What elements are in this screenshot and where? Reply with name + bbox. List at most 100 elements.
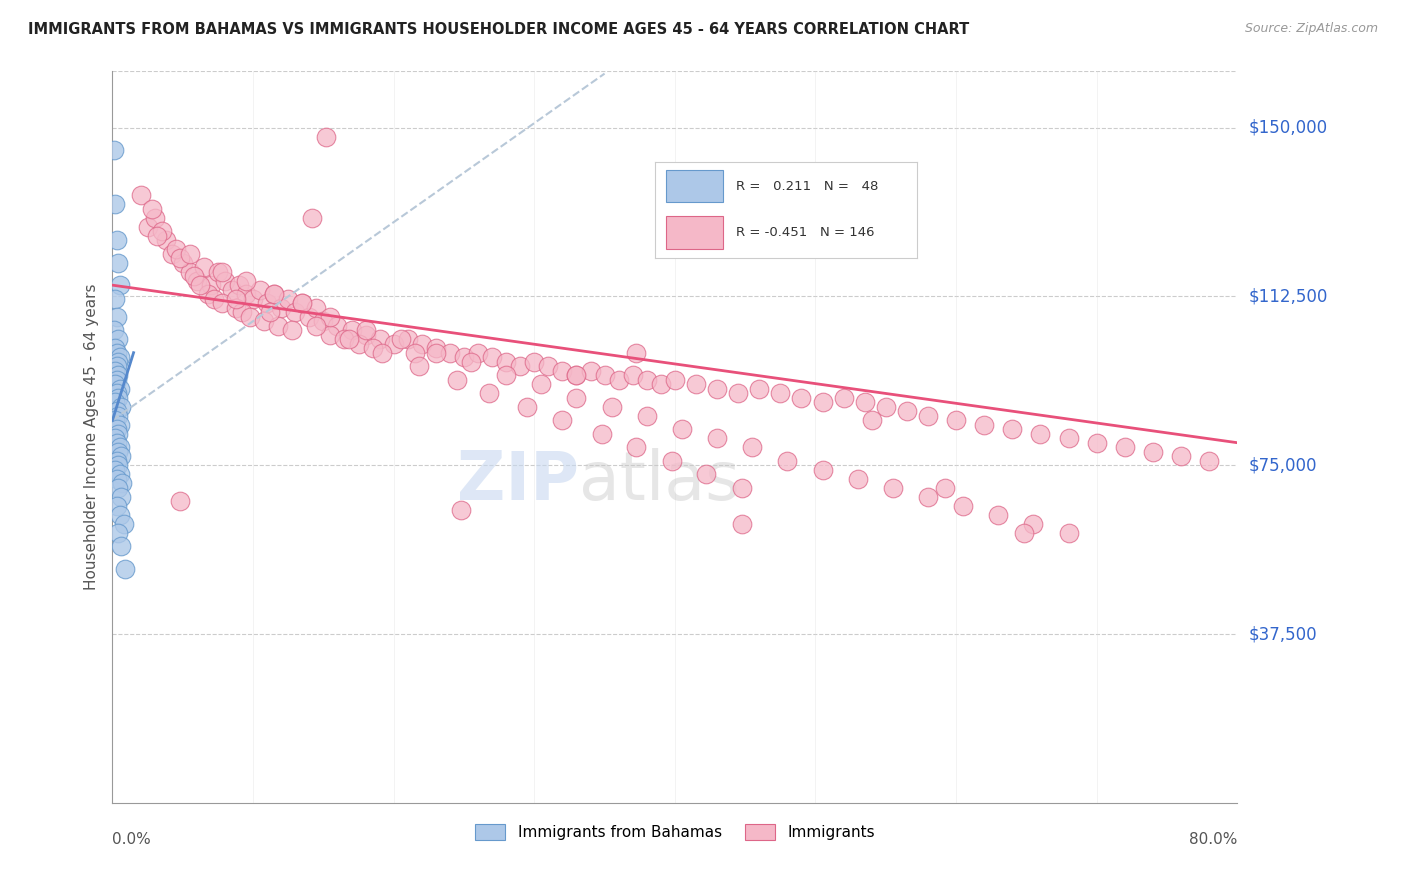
Point (1057, 525, 1080, 540)
Point (305, 301, 328, 315)
Text: ZIP: ZIP (457, 448, 579, 514)
Point (211, 296, 233, 310)
Point (312, 314, 335, 328)
Text: Source: ZipAtlas.com: Source: ZipAtlas.com (1244, 22, 1378, 36)
Point (186, 274, 208, 288)
Point (179, 246, 201, 260)
Point (1170, 449, 1192, 463)
Bar (665, 169, 723, 202)
Point (104, 413, 127, 427)
Point (832, 391, 855, 405)
Point (1029, 426, 1052, 441)
Point (108, 417, 131, 432)
Point (105, 359, 128, 374)
Point (107, 391, 129, 405)
Point (110, 490, 132, 504)
Point (291, 296, 314, 310)
Point (664, 373, 686, 387)
Point (860, 413, 883, 427)
Point (270, 301, 292, 315)
Point (516, 400, 538, 414)
Point (211, 265, 233, 279)
Point (952, 499, 974, 513)
Point (523, 354, 546, 368)
Point (110, 449, 132, 463)
Point (661, 453, 683, 467)
Point (169, 494, 191, 508)
Point (481, 350, 503, 364)
Point (361, 341, 384, 355)
Point (104, 341, 127, 355)
Point (537, 359, 560, 374)
Point (333, 332, 356, 346)
Point (446, 373, 468, 387)
Point (551, 364, 574, 378)
Point (382, 336, 405, 351)
Point (337, 332, 360, 346)
Point (105, 233, 128, 247)
Point (200, 278, 222, 293)
Point (1057, 431, 1080, 445)
Bar (665, 216, 723, 249)
Point (591, 426, 613, 441)
Point (281, 323, 304, 337)
Point (235, 287, 257, 301)
Point (104, 463, 127, 477)
Point (731, 516, 754, 531)
Point (621, 368, 644, 383)
Point (917, 409, 939, 423)
Point (565, 368, 588, 383)
Point (425, 341, 447, 355)
Point (104, 395, 127, 409)
Point (467, 345, 489, 359)
Point (214, 274, 236, 288)
Text: atlas: atlas (579, 448, 740, 514)
Point (107, 444, 129, 458)
Point (105, 404, 128, 418)
Point (107, 481, 129, 495)
Point (404, 345, 426, 359)
Point (107, 525, 129, 540)
Point (108, 440, 131, 454)
Text: $112,500: $112,500 (1249, 287, 1327, 305)
Point (107, 255, 129, 269)
Point (896, 404, 918, 418)
Point (769, 386, 792, 401)
Text: IMMIGRANTS FROM BAHAMAS VS IMMIGRANTS HOUSEHOLDER INCOME AGES 45 - 64 YEARS CORR: IMMIGRANTS FROM BAHAMAS VS IMMIGRANTS HO… (28, 22, 969, 37)
Point (671, 422, 693, 436)
Point (1198, 453, 1220, 467)
Point (172, 255, 194, 269)
Point (326, 318, 349, 333)
Point (495, 368, 517, 383)
Point (411, 336, 433, 351)
Point (396, 332, 419, 346)
Point (319, 310, 342, 324)
Text: R =   0.211   N =   48: R = 0.211 N = 48 (737, 179, 879, 193)
Point (141, 202, 163, 216)
Point (160, 246, 183, 260)
Point (263, 287, 285, 301)
Point (225, 301, 247, 315)
Point (301, 211, 323, 225)
Point (110, 539, 132, 553)
Text: R = -0.451   N = 146: R = -0.451 N = 146 (737, 226, 875, 239)
Text: $37,500: $37,500 (1249, 625, 1317, 643)
Point (104, 364, 127, 378)
Point (875, 400, 897, 414)
Point (846, 472, 869, 486)
Text: $150,000: $150,000 (1249, 119, 1327, 136)
Point (105, 373, 128, 387)
Point (790, 391, 813, 405)
Point (460, 354, 482, 368)
Point (105, 422, 128, 436)
Point (1085, 435, 1108, 450)
Point (650, 377, 672, 392)
Point (155, 233, 177, 247)
Point (103, 143, 125, 157)
Text: 0.0%: 0.0% (112, 832, 152, 847)
Point (636, 373, 658, 387)
Point (973, 417, 995, 432)
Point (165, 242, 187, 256)
Point (104, 431, 127, 445)
Point (104, 377, 127, 392)
